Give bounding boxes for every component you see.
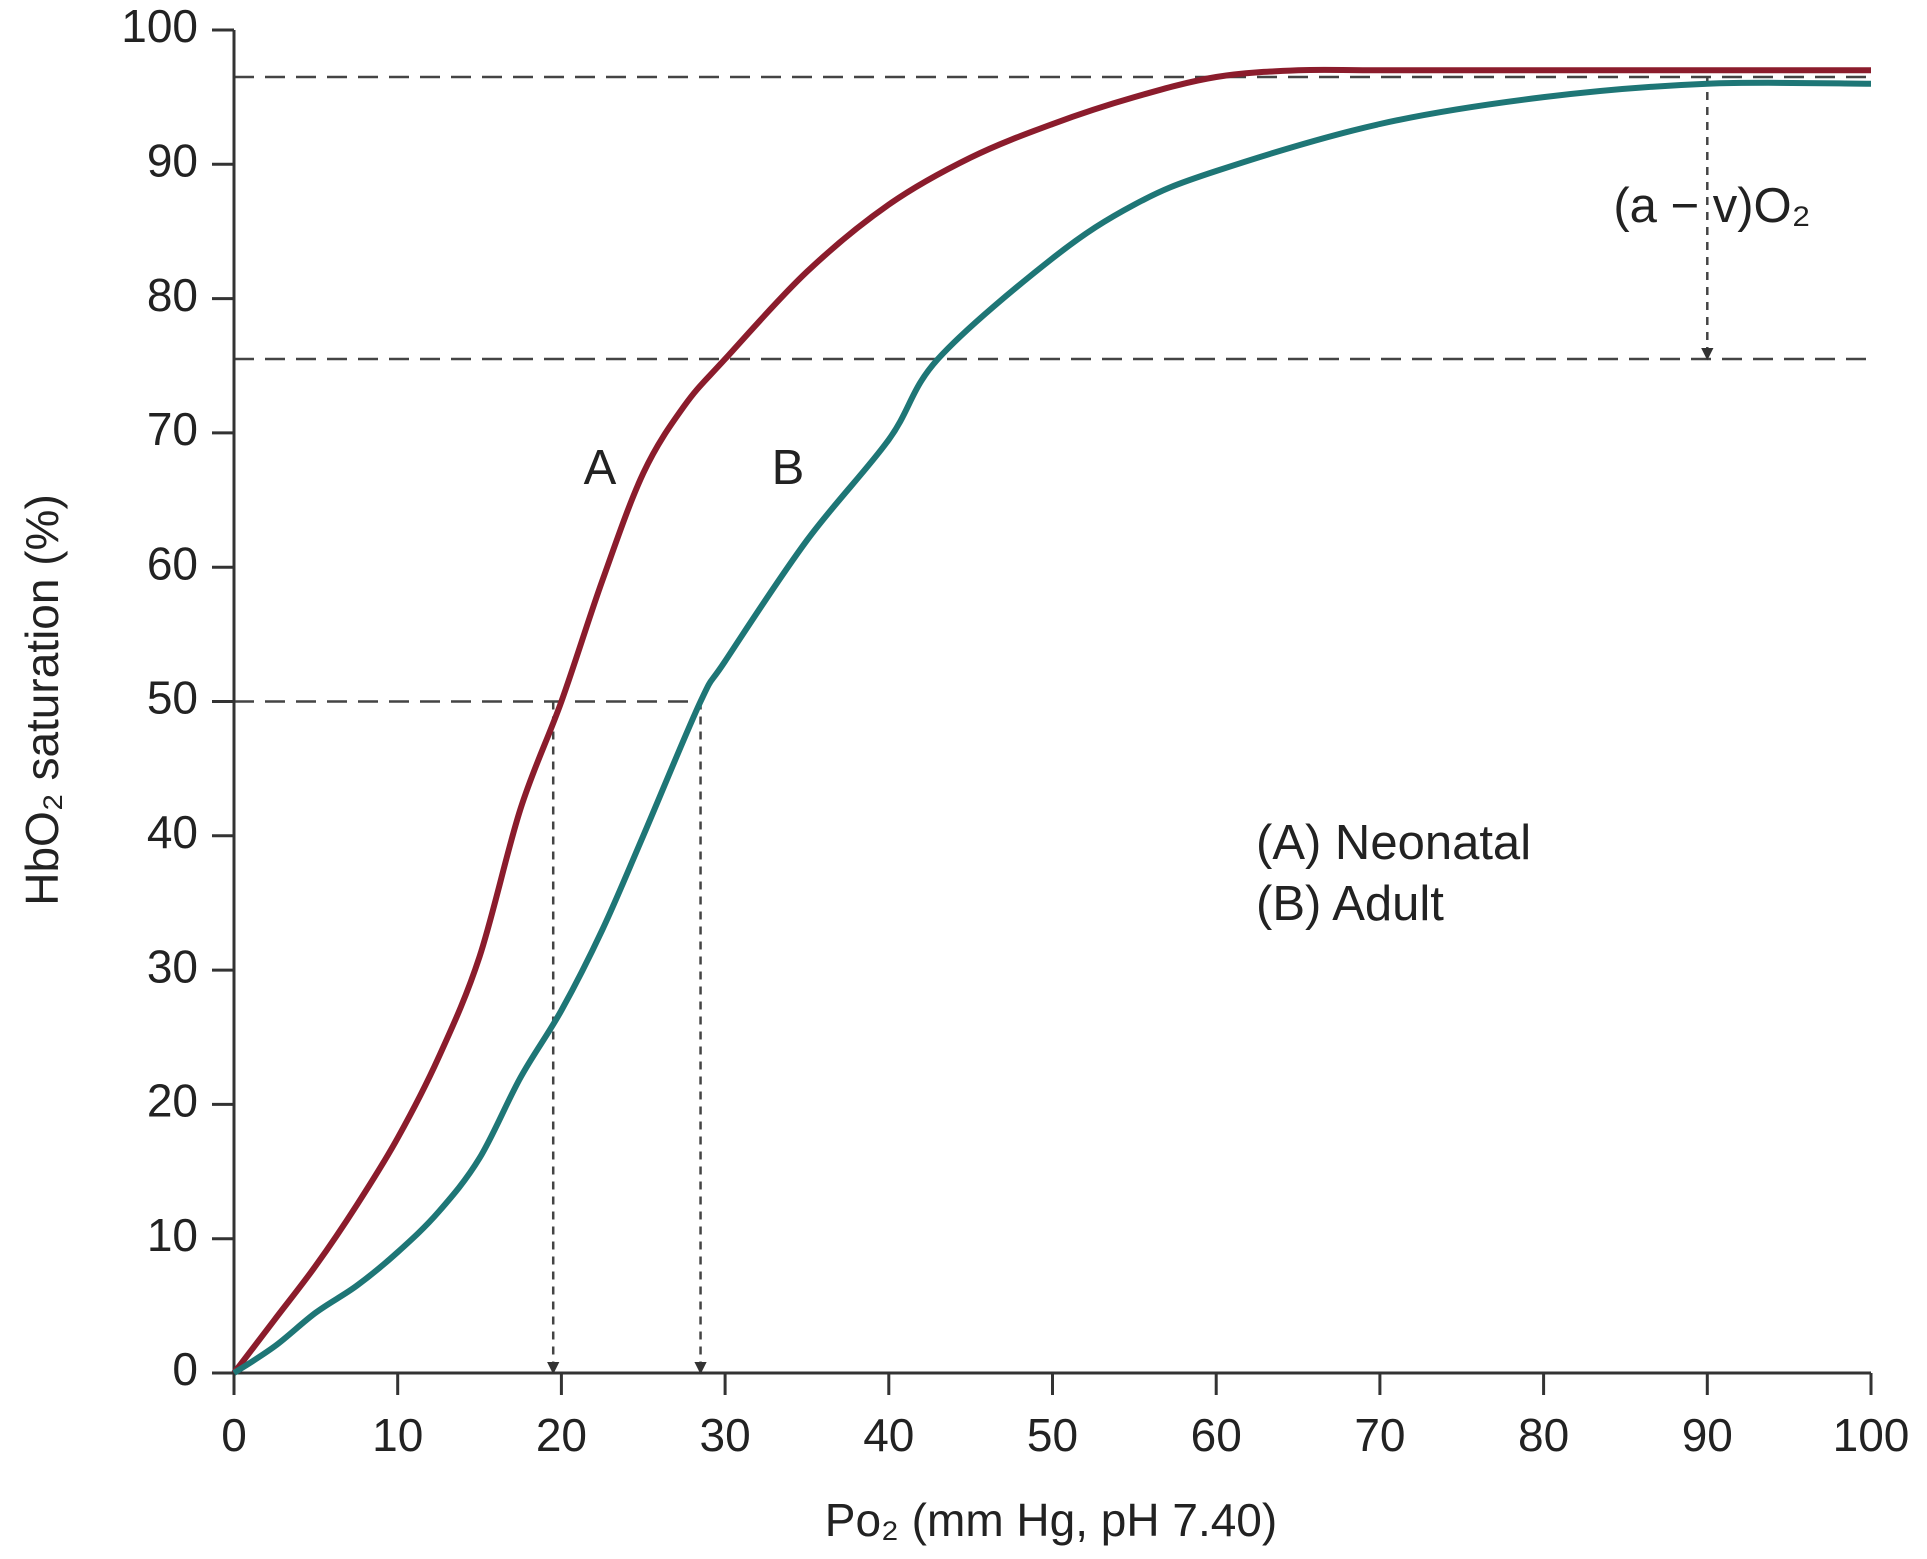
annotation: (a − v)O₂ (1613, 179, 1810, 233)
curve-label: B (772, 441, 805, 495)
y-tick-label: 100 (121, 0, 198, 52)
x-tick-label: 70 (1354, 1409, 1405, 1461)
curve (231, 66, 1871, 1375)
x-tick-label: 90 (1682, 1409, 1733, 1461)
x-axis-label: Po₂ (mm Hg, pH 7.40) (825, 1494, 1277, 1546)
y-tick-label: 90 (147, 134, 198, 186)
y-tick-label: 80 (147, 269, 198, 321)
y-tick-label: 40 (147, 806, 198, 858)
y-tick-label: 30 (147, 940, 198, 992)
y-tick-label: 10 (147, 1209, 198, 1261)
x-tick-label: 0 (221, 1409, 247, 1461)
x-tick-label: 10 (372, 1409, 423, 1461)
y-tick-label: 20 (147, 1075, 198, 1127)
y-tick-label: 0 (172, 1343, 198, 1395)
x-tick-label: 80 (1518, 1409, 1569, 1461)
x-tick-label: 50 (1027, 1409, 1078, 1461)
x-tick-label: 30 (700, 1409, 751, 1461)
curve (232, 79, 1872, 1376)
x-tick-label: 100 (1833, 1409, 1910, 1461)
y-tick-label: 50 (147, 672, 198, 724)
y-tick-label: 70 (147, 403, 198, 455)
x-tick-label: 60 (1191, 1409, 1242, 1461)
x-tick-label: 40 (863, 1409, 914, 1461)
y-axis-label: HbO₂ saturation (%) (16, 494, 68, 906)
x-tick-label: 20 (536, 1409, 587, 1461)
legend-entry: (B) Adult (1256, 877, 1444, 931)
curve-label: A (584, 441, 617, 495)
legend-entry: (A) Neonatal (1256, 816, 1531, 870)
y-tick-label: 60 (147, 537, 198, 589)
